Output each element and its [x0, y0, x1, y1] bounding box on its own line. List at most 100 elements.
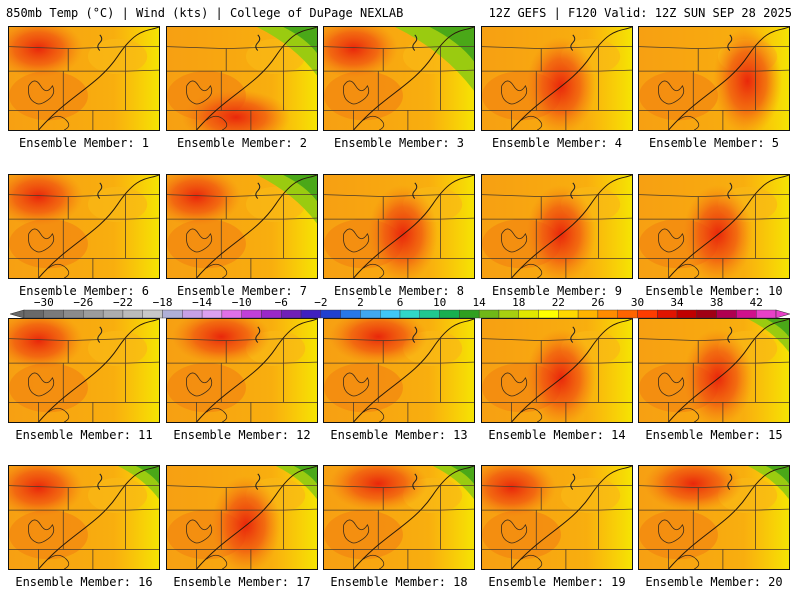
colorbar-bin [518, 309, 539, 319]
lake-outline [570, 326, 576, 343]
colorbar-arrow-right [775, 309, 790, 319]
state-boundary [698, 485, 789, 488]
colorbar-bin [498, 309, 519, 319]
colorbar-bin [676, 309, 698, 319]
ensemble-member-label: Ensemble Member: 8 [333, 284, 465, 298]
ensemble-map-3 [323, 26, 475, 131]
ensemble-map-14 [481, 318, 633, 423]
terrain-contour [28, 372, 55, 397]
ensemble-map-20 [638, 465, 790, 570]
colorbar-tick-label: 34 [670, 296, 684, 309]
state-boundary [226, 194, 317, 197]
lake-outline [97, 34, 103, 51]
hot-spot [368, 184, 438, 278]
ensemble-member-label: Ensemble Member: 1 [18, 136, 150, 150]
state-boundary [324, 71, 379, 111]
terrain-contour [186, 228, 213, 253]
terrain-contour [678, 263, 700, 278]
colorbar-arrow-left [10, 309, 25, 319]
state-boundary [9, 194, 69, 220]
terrain-contour [658, 228, 685, 253]
colorbar-bin [756, 309, 777, 319]
state-boundary [68, 338, 159, 341]
colorbar-bin [201, 309, 223, 319]
state-boundary [639, 510, 694, 550]
terrain-contour [521, 115, 543, 130]
colorbar-tick-label: −2 [314, 296, 327, 309]
terrain-contour [48, 554, 70, 569]
cool-region [432, 466, 474, 500]
wind-streamline [353, 175, 474, 278]
cool-region [257, 27, 317, 76]
wind-streamline [38, 27, 159, 130]
state-boundary [639, 194, 699, 220]
wind-streamline [196, 27, 317, 130]
terrain-contour [501, 372, 528, 397]
ensemble-map-6 [8, 174, 160, 279]
ensemble-member-label: Ensemble Member: 10 [645, 284, 783, 298]
state-boundary [482, 219, 537, 259]
state-boundary [482, 71, 537, 111]
terrain-contour [48, 115, 70, 130]
colorbar-bin [182, 309, 203, 319]
lake-outline [255, 473, 261, 490]
hot-spot [171, 319, 271, 365]
colorbar-bin [637, 309, 658, 319]
wind-streamline [511, 175, 632, 278]
colorbar-bin [261, 309, 282, 319]
ensemble-member-label: Ensemble Member: 14 [488, 428, 626, 442]
colorbar-bin [281, 309, 302, 319]
state-boundary [383, 485, 474, 488]
terrain-contour [28, 228, 55, 253]
colorbar-bin [617, 309, 638, 319]
ensemble-map-16 [8, 465, 160, 570]
ensemble-map-13 [323, 318, 475, 423]
colorbar-tick-label: 14 [473, 296, 487, 309]
state-boundary [226, 485, 317, 488]
state-boundary [378, 363, 441, 403]
terrain-contour [521, 554, 543, 569]
terrain-contour [343, 372, 370, 397]
wind-streamline [196, 466, 317, 569]
colorbar-bin [43, 309, 64, 319]
wind-streamline [38, 319, 159, 422]
terrain-contour [363, 263, 385, 278]
state-boundary [324, 219, 379, 259]
state-boundary [541, 338, 632, 341]
colorbar-bin [102, 309, 124, 319]
state-boundary [541, 485, 632, 488]
ensemble-member-label: Ensemble Member: 13 [330, 428, 468, 442]
colorbar-bin [241, 309, 262, 319]
state-boundary [639, 363, 694, 403]
cool-region [275, 466, 317, 500]
colorbar-tick-label: −26 [73, 296, 93, 309]
colorbar-tick-label: 6 [397, 296, 404, 309]
colorbar-tick-label: 10 [433, 296, 446, 309]
colorbar-bin [736, 309, 757, 319]
state-boundary [639, 219, 694, 259]
ensemble-member-label: Ensemble Member: 5 [648, 136, 780, 150]
hot-spot [167, 175, 241, 227]
cool-region [117, 466, 159, 500]
terrain-contour [658, 519, 685, 544]
state-boundary [378, 71, 441, 111]
colorbar-bin [696, 309, 717, 319]
cool-region [257, 175, 317, 224]
terrain-contour [363, 407, 385, 422]
lake-outline [255, 34, 261, 51]
lake-outline [97, 473, 103, 490]
colorbar-bin [122, 309, 143, 319]
terrain-contour [501, 228, 528, 253]
chart-title: 850mb Temp (°C) | Wind (kts) | College o… [6, 6, 404, 20]
state-boundary [221, 510, 284, 550]
terrain-contour [206, 263, 228, 278]
terrain-contour [206, 115, 228, 130]
ensemble-map-5 [638, 26, 790, 131]
state-boundary [482, 485, 542, 511]
state-boundary [639, 485, 699, 511]
state-boundary [167, 194, 227, 220]
state-boundary [221, 219, 284, 259]
colorbar-bin [142, 309, 163, 319]
wind-streamline [353, 319, 474, 422]
lake-outline [97, 182, 103, 199]
